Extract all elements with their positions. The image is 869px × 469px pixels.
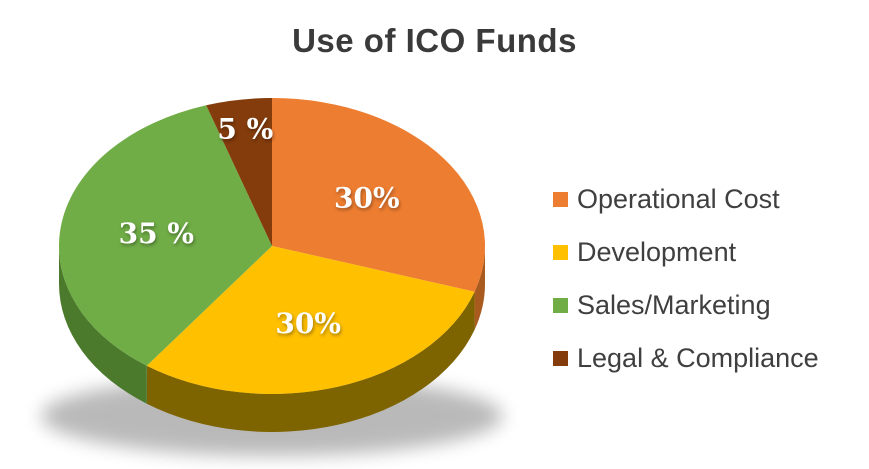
legend-label: Sales/Marketing — [577, 290, 771, 320]
legend-swatch-icon — [553, 192, 568, 207]
legend-label: Legal & Compliance — [577, 343, 819, 373]
pie-slice-sales-marketing — [59, 105, 272, 366]
chart-legend: Operational Cost Development Sales/Marketi… — [553, 186, 819, 372]
legend-swatch-icon — [553, 351, 568, 366]
chart-title: Use of ICO Funds — [292, 22, 577, 59]
legend-item-sales-marketing: Sales/Marketing — [553, 292, 819, 319]
pie-slice-legal-compliance — [206, 98, 272, 246]
legend-item-legal-compliance: Legal & Compliance — [553, 345, 819, 372]
slice-label-development: 30% — [275, 307, 341, 340]
legend-label: Operational Cost — [577, 184, 780, 214]
pie-slice-side-development — [146, 291, 475, 432]
pie-chart: 30% 30% 35 % 5 % — [41, 98, 503, 456]
pie-slice-side-operational-cost — [474, 246, 485, 330]
slice-label-sales-marketing: 35 % — [119, 217, 194, 250]
slice-label-legal-compliance: 5 % — [217, 113, 273, 146]
slice-label-operational-cost: 30% — [334, 182, 400, 215]
pie-slice-side-sales-marketing — [59, 246, 147, 404]
pie-slice-development — [146, 246, 475, 394]
pie-slice-operational-cost — [272, 98, 486, 292]
legend-item-operational-cost: Operational Cost — [553, 186, 819, 213]
legend-label: Development — [577, 237, 737, 267]
legend-swatch-icon — [553, 298, 568, 313]
legend-item-development: Development — [553, 239, 819, 266]
legend-swatch-icon — [553, 245, 568, 260]
